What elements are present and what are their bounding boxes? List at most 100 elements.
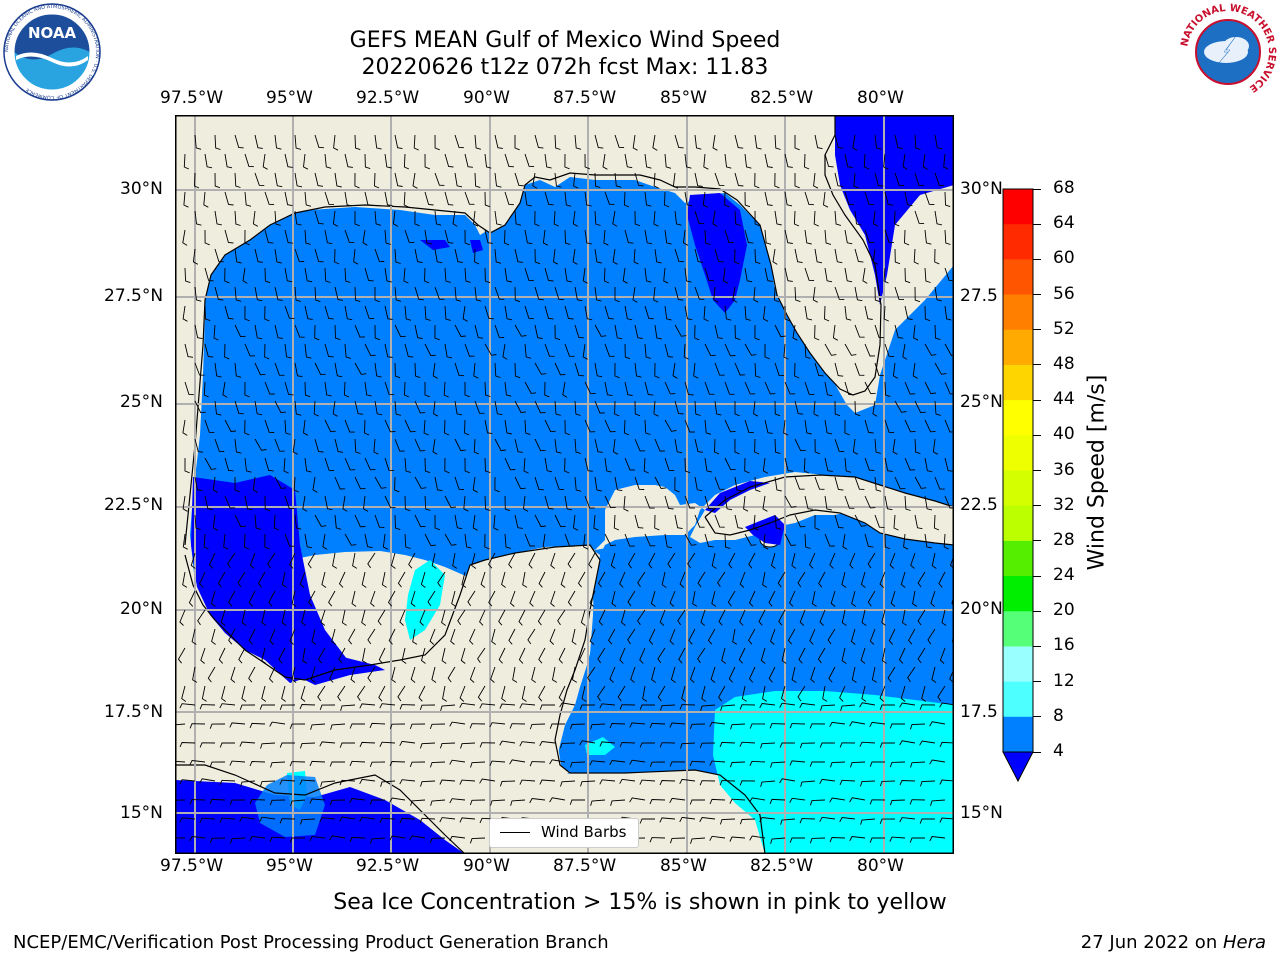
wind-barb — [320, 609, 326, 626]
wind-barb — [908, 628, 916, 645]
wind-barb — [860, 647, 866, 664]
wind-barb — [274, 362, 285, 376]
wind-barb — [590, 799, 606, 806]
wind-barb — [768, 590, 776, 607]
wind-barb — [494, 400, 503, 416]
wind-barb — [269, 721, 286, 727]
wind-barb — [524, 267, 534, 282]
wind-barb — [834, 248, 843, 264]
wind-barb — [811, 590, 817, 607]
wind-barb — [179, 742, 196, 748]
wind-barb — [773, 286, 780, 303]
wind-barb — [639, 779, 656, 785]
wind-barb — [534, 248, 541, 265]
wind-barb — [362, 229, 368, 246]
wind-barb — [519, 779, 536, 785]
wind-barb — [884, 381, 891, 398]
wind-barb — [594, 286, 602, 302]
wind-barb — [922, 153, 928, 170]
wind-barb — [437, 571, 446, 588]
wind-barb — [334, 172, 342, 188]
wind-barb — [594, 438, 603, 453]
wind-barb — [554, 134, 561, 150]
wind-barb — [309, 760, 326, 767]
wind-barb — [849, 761, 866, 768]
wind-barb — [924, 419, 936, 433]
wind-barb — [414, 362, 421, 379]
wind-barb — [279, 818, 296, 824]
wind-barb — [261, 647, 267, 664]
wind-barb — [354, 400, 364, 415]
wind-barb — [443, 381, 449, 398]
coastline-pacific — [175, 764, 466, 854]
wind-barb — [841, 571, 847, 588]
wind-barb — [809, 837, 826, 844]
wind-barb — [510, 799, 526, 806]
wind-barb — [869, 721, 886, 728]
wind-barb — [803, 457, 810, 474]
wind-barb — [791, 552, 797, 569]
wind-barb — [204, 267, 214, 282]
wind-barb — [898, 647, 906, 664]
wind-barb — [221, 685, 226, 702]
wind-barb — [370, 590, 376, 607]
wind-barb — [697, 571, 706, 588]
wind-barb — [274, 324, 283, 339]
wind-barb — [549, 628, 556, 645]
wind-barb — [649, 837, 666, 843]
wind-barb — [564, 533, 575, 547]
wind-barb — [537, 609, 546, 626]
wind-barb — [850, 628, 856, 645]
wind-barb — [182, 305, 188, 322]
wind-barb — [584, 305, 593, 321]
wind-barb — [183, 153, 189, 170]
wind-barb — [864, 191, 875, 206]
wind-barb — [312, 476, 318, 493]
wind-barb — [729, 798, 746, 804]
wind-barb — [624, 229, 634, 244]
colorbar-tick-mark — [1033, 188, 1041, 190]
wind-barb — [534, 134, 544, 149]
wind-barb — [610, 552, 616, 569]
wind-barb — [242, 267, 248, 284]
wind-barb — [564, 305, 574, 320]
wind-barb — [941, 609, 947, 626]
wind-barb — [454, 362, 465, 377]
wind-barb — [488, 590, 496, 607]
wind-barb — [834, 134, 844, 149]
wind-barb — [604, 495, 616, 509]
wind-barb — [474, 172, 481, 189]
wind-barb — [350, 666, 356, 683]
lat-label: 30°N — [960, 179, 1003, 199]
wind-barb — [444, 191, 454, 206]
wind-barb — [293, 476, 299, 493]
wind-barb — [704, 381, 715, 395]
wind-barb — [309, 836, 326, 842]
wind-barb — [869, 628, 876, 645]
wind-barb — [252, 476, 258, 493]
wind-barb — [509, 759, 526, 765]
wind-barb — [794, 248, 803, 264]
wind-barb — [753, 286, 759, 303]
wind-barb — [514, 286, 521, 303]
wind-barb — [712, 210, 718, 227]
wind-barb — [314, 248, 324, 263]
wind-barb — [439, 779, 456, 785]
wind-barb — [887, 666, 896, 683]
wind-barb — [644, 419, 651, 435]
wind-barb — [410, 590, 416, 607]
wind-barb — [734, 324, 741, 341]
wind-barb — [564, 495, 573, 511]
wind-barb — [188, 590, 196, 607]
wind-barb — [379, 817, 396, 823]
wind-barb — [329, 835, 346, 841]
wind-barb — [384, 495, 396, 509]
wind-barb — [884, 419, 895, 434]
wind-barb — [704, 343, 716, 357]
wind-barb — [419, 742, 436, 749]
wind-barb — [764, 344, 770, 360]
wind-barb — [189, 799, 206, 805]
wind-barb — [653, 172, 659, 189]
colorbar-tick-label: 28 — [1053, 529, 1075, 550]
wind-barb — [412, 172, 418, 189]
